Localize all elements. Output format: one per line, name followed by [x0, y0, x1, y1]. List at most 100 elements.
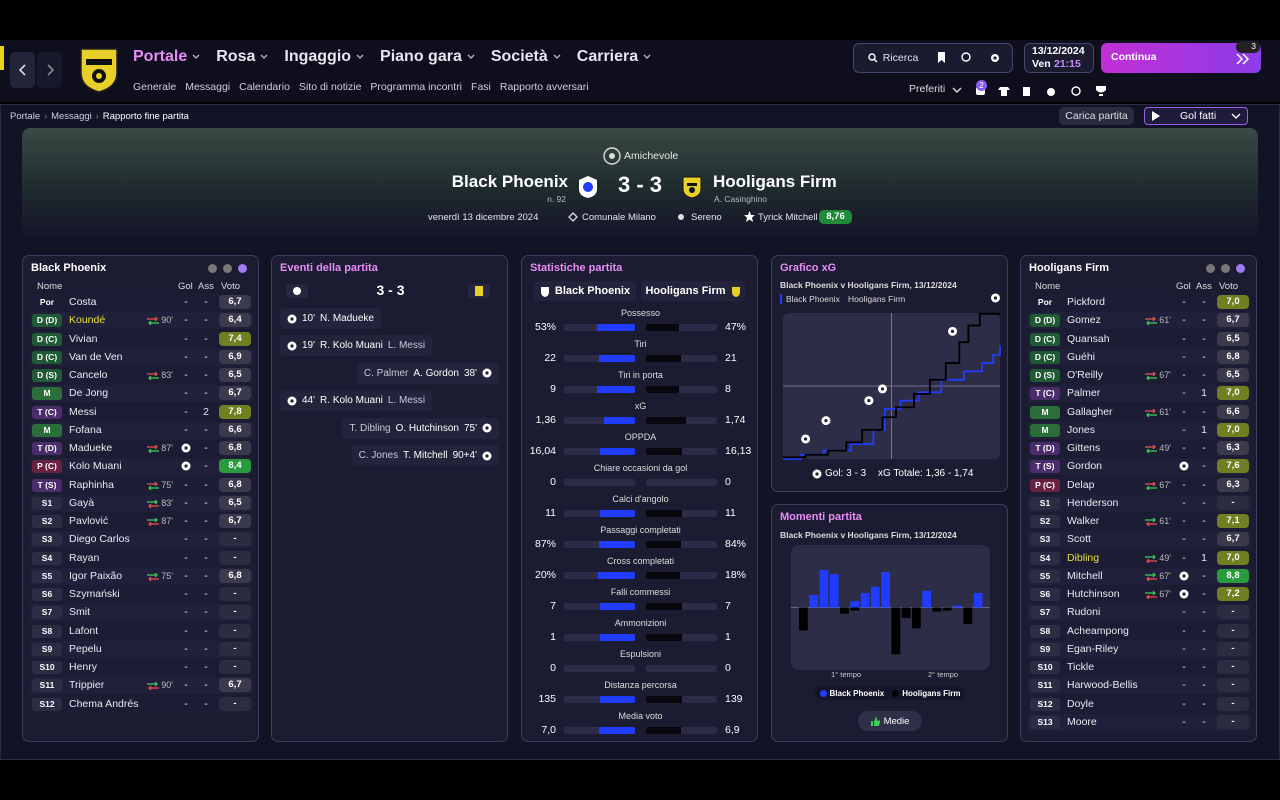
back-button[interactable]: [10, 52, 35, 88]
sub-minute: 87': [161, 443, 173, 453]
stat-label: Tiri: [634, 339, 647, 349]
assists: -: [1202, 369, 1206, 381]
stat-label: xG: [634, 401, 647, 411]
goals: -: [184, 661, 188, 673]
main-tab[interactable]: Portale: [133, 48, 200, 66]
panel-title: Eventi della partita: [280, 262, 378, 274]
event-assist: C. Palmer: [363, 367, 409, 379]
stat-bar: [646, 510, 682, 517]
favorites[interactable]: Preferiti: [909, 83, 946, 95]
player-row: D (C) Guéhi - -6,8: [1027, 348, 1251, 366]
moment-bar: [881, 572, 890, 608]
player-name: Harwood-Bellis: [1067, 679, 1138, 692]
goal-icon: [181, 461, 191, 471]
assists: -: [1202, 314, 1206, 327]
moment-bar: [870, 586, 880, 608]
player-row: S10 Tickle - - -: [1027, 659, 1251, 676]
goal-icon: [1179, 571, 1189, 581]
column-header: Ass: [198, 281, 214, 292]
sub-arrow-in: [1145, 408, 1156, 413]
stat-label: Media voto: [618, 711, 663, 721]
main-tab[interactable]: Ingaggio: [284, 48, 364, 66]
assists: -: [204, 314, 208, 327]
stat-home-value: 22: [544, 352, 556, 364]
stat-bar-track: [646, 355, 717, 362]
sub-minute: 87': [161, 516, 173, 526]
caret: [356, 54, 364, 59]
stat-label: Calci d'angolo: [612, 494, 669, 504]
player-name: Egan-Riley: [1067, 642, 1119, 655]
goals: -: [1182, 478, 1186, 491]
away-team: Hooligans Firm: [713, 172, 837, 191]
rating: -: [219, 605, 251, 620]
assists: -: [1202, 515, 1206, 527]
moment-bar: [799, 607, 808, 631]
player-name: Gayà: [69, 496, 95, 509]
goals: -: [1182, 551, 1186, 564]
goals: -: [184, 478, 188, 491]
caret: [467, 54, 475, 59]
continue-button[interactable]: [1101, 43, 1261, 73]
load-match-button[interactable]: Carica partita: [1059, 107, 1134, 125]
event-assist: C. Jones: [358, 450, 399, 461]
chart-title: Momenti partita: [780, 511, 862, 523]
club-crest: [80, 48, 118, 93]
sub-tab[interactable]: Fasi: [471, 81, 491, 93]
assists: -: [204, 679, 208, 692]
sub-tab[interactable]: Programma incontri: [370, 81, 463, 93]
sub-minute: 75': [161, 570, 173, 581]
player-row: M Fofana - -6,6: [29, 421, 253, 439]
main-tab[interactable]: Rosa: [216, 48, 268, 66]
stat-bar: [597, 324, 635, 331]
position-badge: T (D): [1030, 442, 1060, 455]
caret: [553, 54, 561, 59]
xg-panel: Grafico xG Black Phoenix v Hooligans Firm…: [771, 255, 1008, 492]
sub-tab[interactable]: Rapporto avversari: [499, 81, 589, 93]
stat-away-value: 47%: [725, 321, 747, 333]
moments-panel: Momenti partita Black Phoenix v Hooligans…: [771, 504, 1008, 742]
event-minute: 19': [302, 340, 316, 352]
player-row: S5 Mitchell 67' -8,8: [1027, 567, 1251, 585]
sub-tab[interactable]: Messaggi: [185, 81, 231, 93]
player-row: M Jones - 1 7,0: [1027, 421, 1251, 439]
main-tab[interactable]: Carriera: [577, 48, 651, 66]
goals: -: [1182, 369, 1186, 381]
sub-tab[interactable]: Sito di notizie: [298, 81, 362, 93]
stat-away-value: 1,74: [725, 414, 746, 426]
rating: 6,5: [1217, 331, 1249, 346]
sub-arrow-in: [1145, 372, 1156, 377]
sub-tab[interactable]: Calendario: [239, 81, 290, 93]
averages-button[interactable]: Medie: [858, 711, 922, 731]
sub-tab[interactable]: Generale: [133, 81, 177, 93]
player-row: T (C) Messi - 2 7,8: [29, 403, 253, 421]
panel-dot: [208, 264, 217, 273]
stat-away-value: 1: [725, 631, 731, 643]
player-name: Acheampong: [1067, 624, 1129, 637]
stat-bar-track: [564, 355, 635, 362]
main-tab[interactable]: Società: [491, 48, 561, 66]
goal-marker: [821, 416, 831, 426]
position-badge: S13: [1030, 715, 1060, 729]
goal-icon: [812, 469, 822, 479]
moment-bar: [932, 607, 942, 612]
position-badge: S11: [32, 679, 62, 693]
assists: -: [1202, 624, 1206, 637]
stat-bar-track: [646, 634, 717, 641]
sub-arrow-in: [147, 445, 158, 450]
main-tab[interactable]: Piano gara: [380, 48, 475, 66]
tab-caret: [467, 54, 475, 59]
position-badge: S10: [1030, 661, 1060, 674]
forward-button[interactable]: [37, 52, 62, 88]
view-select[interactable]: [1144, 107, 1248, 125]
sub-arrow-out: [148, 485, 159, 490]
player-name: Gittens: [1067, 442, 1101, 454]
player-row: S8 Acheampong - - -: [1027, 622, 1251, 640]
stat-bar-track: [564, 386, 635, 393]
player-row: T (C) Palmer - 1 7,0: [1027, 385, 1251, 403]
stat-label: Cross completati: [606, 556, 675, 566]
goal-marker: [990, 293, 1000, 303]
rating: -: [1217, 495, 1249, 510]
legend: Black Phoenix Hooligans Firm: [815, 686, 965, 700]
player-name: Madueke: [69, 442, 113, 454]
search-button[interactable]: Ricerca: [858, 46, 928, 70]
